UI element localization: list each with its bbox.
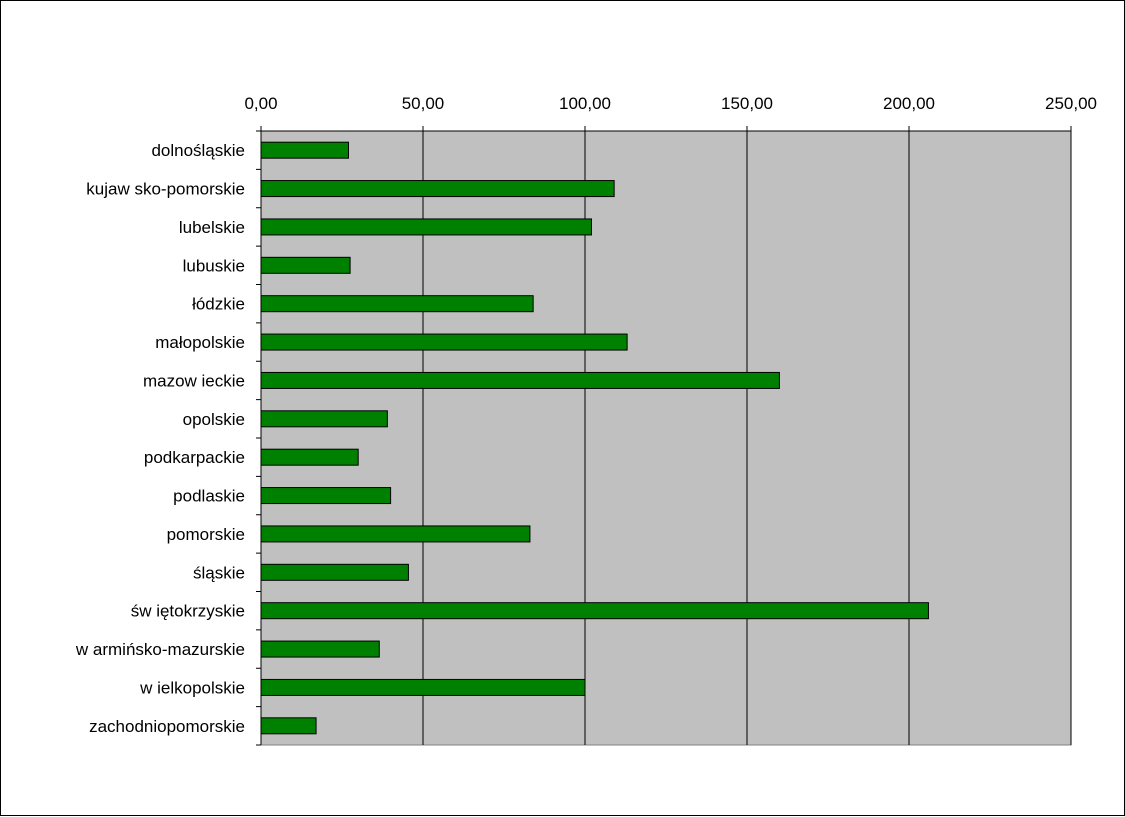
category-label-15: zachodniopomorskie — [89, 717, 245, 736]
bar-12 — [260, 602, 929, 620]
bar-5 — [260, 333, 628, 351]
bar-1 — [260, 180, 615, 198]
category-label-0: dolnośląskie — [151, 141, 245, 160]
bar-10 — [260, 525, 531, 543]
category-label-14: w ielkopolskie — [139, 678, 245, 697]
category-label-9: podlaskie — [173, 487, 245, 506]
bar-8 — [260, 448, 359, 466]
x-tick-label-1: 50,00 — [402, 94, 445, 113]
category-label-7: opolskie — [183, 410, 245, 429]
bar-7 — [260, 410, 388, 428]
bar-9 — [260, 487, 392, 505]
bar-3 — [260, 256, 351, 274]
category-label-2: lubelskie — [179, 218, 245, 237]
x-tick-labels: 0,00 50,00 100,00 150,00 200,00 250,00 — [244, 94, 1097, 113]
axes — [256, 126, 1072, 746]
x-tick-label-3: 150,00 — [721, 94, 773, 113]
category-label-4: łódzkie — [192, 295, 245, 314]
category-label-5: małopolskie — [155, 333, 245, 352]
category-label-8: podkarpackie — [144, 448, 245, 467]
category-label-1: kujaw sko-pomorskie — [86, 180, 245, 199]
category-labels: dolnośląskie kujaw sko-pomorskie lubelskie… — [75, 141, 245, 736]
bar-0 — [260, 141, 349, 159]
bar-2 — [260, 218, 592, 236]
bar-4 — [260, 295, 534, 313]
x-tick-label-0: 0,00 — [244, 94, 277, 113]
bar-13 — [260, 640, 380, 658]
category-label-3: lubuskie — [183, 256, 245, 275]
category-label-13: w armińsko-mazurskie — [75, 640, 245, 659]
category-label-10: pomorskie — [167, 525, 245, 544]
category-label-6: mazow ieckie — [143, 371, 245, 390]
bar-15 — [260, 717, 317, 735]
category-label-12: św iętokrzyskie — [131, 602, 245, 621]
bars — [260, 141, 929, 735]
x-tick-label-5: 250,00 — [1045, 94, 1097, 113]
category-label-11: śląskie — [193, 563, 245, 582]
bar-11 — [260, 563, 409, 581]
bar-6 — [260, 371, 780, 389]
x-tick-label-2: 100,00 — [559, 94, 611, 113]
bar-14 — [260, 678, 586, 696]
x-tick-label-4: 200,00 — [883, 94, 935, 113]
